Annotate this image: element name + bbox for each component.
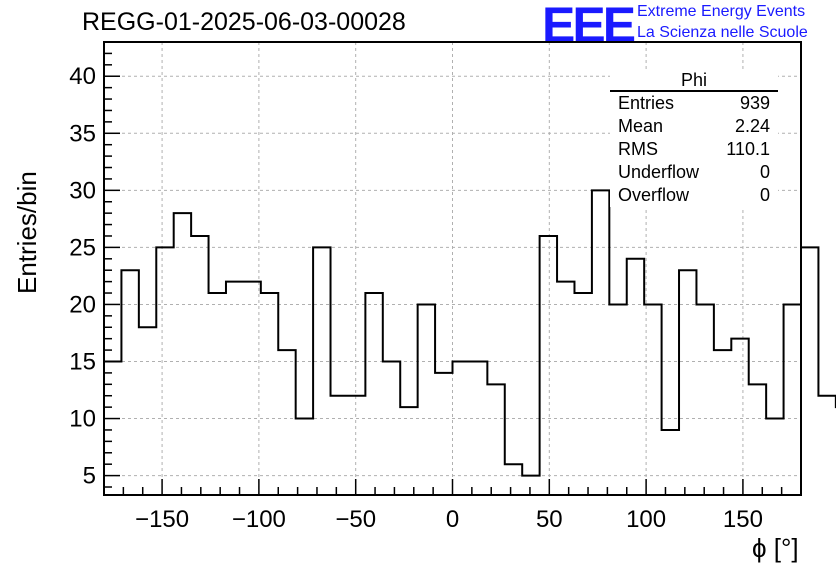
histogram-bin: [313, 247, 330, 495]
y-tick-label: 5: [83, 463, 96, 490]
stats-row-underflow: Underflow 0: [610, 161, 778, 184]
stats-row-entries: Entries 939: [610, 92, 778, 115]
histogram-bin: [627, 259, 644, 495]
y-tick-label: 30: [69, 177, 96, 204]
histogram-bin: [784, 304, 801, 495]
histogram-bin: [714, 350, 731, 495]
stats-label: Entries: [618, 93, 675, 113]
histogram-bin: [174, 213, 191, 495]
stats-row-rms: RMS 110.1: [610, 138, 778, 161]
y-tick-label: 20: [69, 291, 96, 318]
grid-lines: [104, 42, 801, 495]
stats-value: 0: [759, 185, 770, 205]
histogram-bin: [679, 270, 696, 495]
histogram-bin: [766, 419, 783, 495]
x-tick-label: −50: [335, 506, 376, 533]
histogram-bin: [696, 304, 713, 495]
x-tick-label: −100: [232, 506, 286, 533]
tick-labels: −150 −100 −50 0 50 100 150 5 10 15 20 25 30 35 40: [69, 63, 763, 533]
stats-label: Overflow: [618, 185, 690, 205]
histogram-bin: [278, 350, 295, 495]
stats-value: 939: [739, 93, 770, 113]
stats-label: Underflow: [618, 162, 700, 182]
histogram-bin: [400, 407, 417, 495]
histogram-bin: [453, 361, 470, 495]
histogram-bin: [418, 304, 435, 495]
x-tick-label: 150: [723, 506, 763, 533]
y-tick-label: 10: [69, 406, 96, 433]
brand-line-2: La Scienza nelle Scuole: [637, 24, 808, 41]
histogram-bin: [574, 293, 591, 495]
stats-value: 2.24: [734, 116, 770, 136]
y-tick-label: 35: [69, 120, 96, 147]
histogram-bin: [540, 236, 557, 495]
histogram-bin: [487, 384, 504, 495]
histogram-bin: [209, 293, 226, 495]
histogram-bin: [331, 396, 348, 495]
histogram-bin: [592, 190, 609, 495]
histogram-bin: [557, 282, 574, 495]
histogram-bin: [609, 304, 626, 495]
histogram-bin: [121, 270, 138, 495]
chart-title: REGG-01-2025-06-03-00028: [82, 8, 406, 36]
stats-row-mean: Mean 2.24: [610, 115, 778, 138]
stats-value: 0: [759, 162, 770, 182]
histogram-bin: [139, 327, 156, 495]
histogram-bin: [191, 236, 208, 495]
y-tick-label: 25: [69, 234, 96, 261]
x-tick-label: 50: [536, 506, 563, 533]
histogram-bin: [435, 373, 452, 495]
stats-value: 110.1: [726, 139, 770, 159]
histogram-bin: [818, 396, 835, 495]
y-tick-label: 15: [69, 348, 96, 375]
x-tick-label: 100: [626, 506, 666, 533]
histogram-bin: [662, 430, 679, 495]
histogram-bin: [644, 304, 661, 495]
histogram-bin: [470, 361, 487, 495]
brand-line-1: Extreme Energy Events: [637, 3, 806, 20]
histogram-bin: [522, 476, 539, 495]
histogram-bin: [731, 339, 748, 495]
histogram-bin: [156, 247, 173, 495]
histogram-bin: [348, 396, 365, 495]
stats-row-overflow: Overflow 0: [610, 184, 778, 207]
stats-title: Phi: [610, 70, 778, 92]
histogram-bin: [296, 419, 313, 495]
histogram-bin: [749, 384, 766, 495]
axis-ticks: [103, 52, 802, 495]
histogram-bin: [243, 282, 260, 495]
x-tick-label: −150: [135, 506, 189, 533]
histogram-bin: [505, 464, 522, 495]
y-tick-label: 40: [69, 63, 96, 90]
x-tick-label: 0: [446, 506, 459, 533]
stats-box: Phi Entries 939 Mean 2.24 RMS 110.1 Unde…: [610, 70, 778, 207]
histogram-bin: [383, 361, 400, 495]
histogram-bin: [801, 247, 818, 495]
stats-label: RMS: [618, 139, 658, 159]
stats-label: Mean: [618, 116, 664, 136]
histogram-bin: [365, 293, 382, 495]
histogram-bin: [226, 282, 243, 495]
histogram-bin: [261, 293, 278, 495]
x-axis-label: ϕ [°]: [752, 533, 799, 563]
